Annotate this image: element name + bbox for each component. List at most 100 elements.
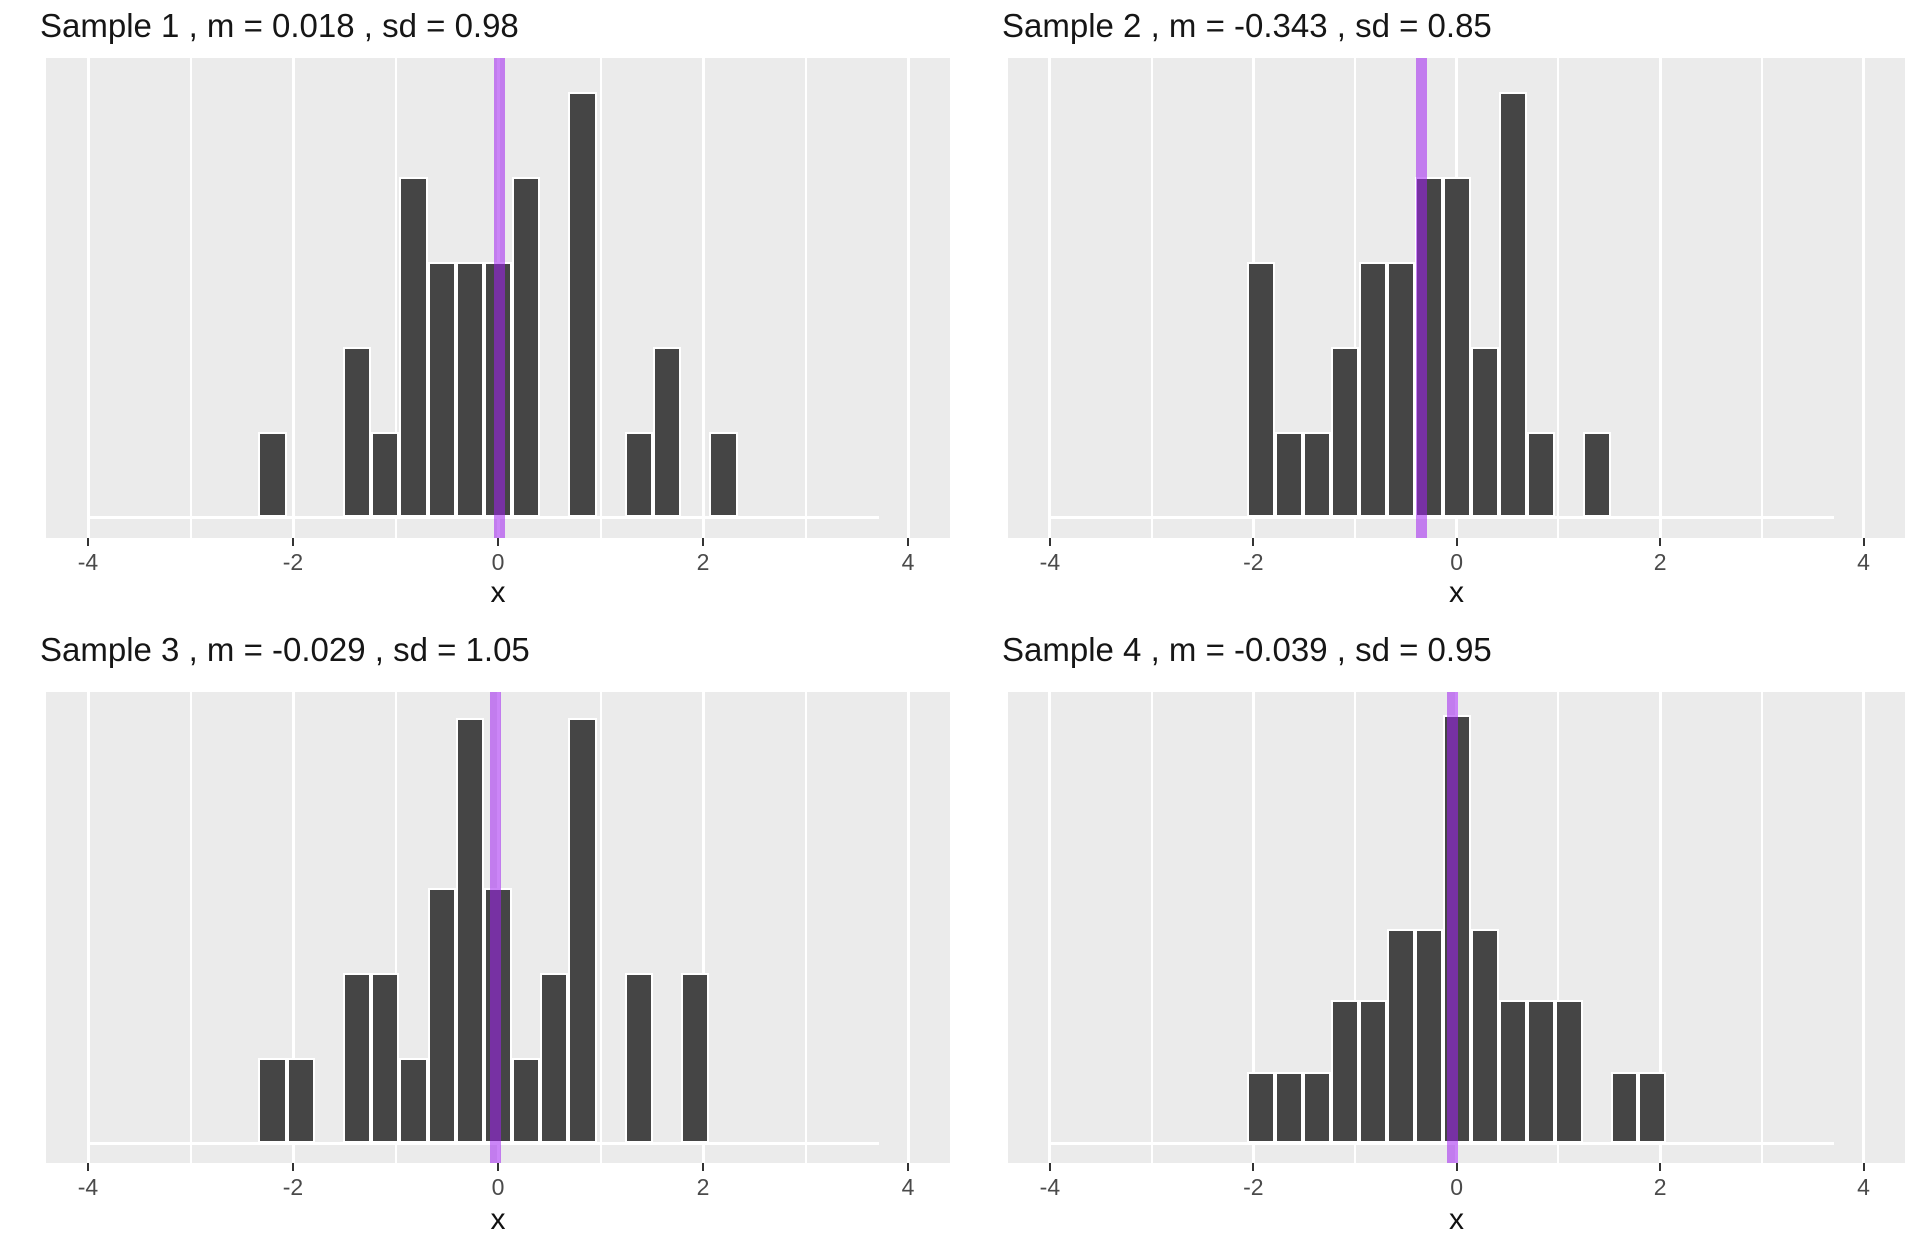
minor-gridline — [189, 692, 192, 1163]
x-axis-tick — [1659, 1163, 1662, 1171]
x-axis-tick — [702, 538, 704, 546]
mean-line — [494, 58, 506, 538]
histogram-bar — [1582, 432, 1611, 517]
x-axis-tick — [292, 538, 294, 546]
minor-gridline — [1760, 692, 1763, 1163]
x-axis-tick — [292, 1163, 294, 1171]
histogram-bar — [512, 177, 541, 517]
x-axis-tick-label: -4 — [77, 1174, 99, 1200]
x-axis-tick-label: -2 — [282, 549, 304, 575]
histogram-bar — [342, 347, 372, 517]
x-axis-tick — [702, 1163, 704, 1171]
zero-baseline — [89, 1141, 879, 1145]
x-axis-tick-label: 0 — [491, 1174, 505, 1200]
major-gridline — [86, 58, 90, 538]
histogram-bar — [1386, 262, 1415, 517]
mean-line — [1447, 692, 1459, 1163]
histogram-bar — [342, 973, 372, 1143]
x-axis-tick — [1455, 1163, 1458, 1171]
zero-baseline — [1051, 515, 1835, 519]
histogram-bar — [1358, 1000, 1387, 1143]
histogram-bar — [1526, 1000, 1555, 1143]
histogram-bar — [1358, 262, 1387, 517]
histogram-bar — [286, 1058, 315, 1143]
major-gridline — [1862, 58, 1865, 538]
histogram-bar — [455, 262, 484, 517]
histogram-bar — [258, 1058, 287, 1143]
major-gridline — [1658, 58, 1662, 538]
histogram-bar — [681, 973, 710, 1143]
histogram-bar — [427, 262, 456, 517]
histogram-bar — [1246, 262, 1275, 517]
minor-gridline — [804, 58, 807, 538]
x-axis-tick — [497, 538, 499, 546]
x-axis-tick-label: -2 — [282, 1174, 304, 1200]
histogram-bar — [568, 718, 597, 1143]
panel-title: Sample 2 , m = -0.343 , sd = 0.85 — [1002, 7, 1492, 44]
x-axis-tick-label: 0 — [1450, 549, 1464, 575]
histogram-bar — [1246, 1071, 1275, 1143]
major-gridline — [701, 58, 705, 538]
histogram-bar — [624, 973, 654, 1143]
histogram-bar — [1302, 1071, 1331, 1143]
x-axis-tick-label: -4 — [1039, 1174, 1061, 1200]
histogram-bar — [371, 973, 400, 1143]
x-axis-title: x — [1449, 576, 1464, 609]
histogram-bar — [1274, 1071, 1303, 1143]
x-axis-title: x — [1449, 1203, 1464, 1236]
x-axis-tick — [1252, 1163, 1255, 1171]
minor-gridline — [599, 58, 602, 538]
x-axis-tick — [907, 1163, 909, 1171]
x-axis-tick — [1455, 538, 1458, 546]
x-axis-tick-label: -4 — [1039, 549, 1061, 575]
histogram-bar — [1638, 1071, 1667, 1143]
major-gridline — [701, 692, 705, 1163]
minor-gridline — [189, 58, 192, 538]
histogram-bar — [1526, 432, 1555, 517]
histogram-bar — [1330, 1000, 1359, 1143]
histogram-bar — [1498, 1000, 1527, 1143]
histogram-bar — [624, 432, 654, 517]
x-axis-title: x — [490, 576, 506, 609]
histogram-bar — [540, 973, 569, 1143]
major-gridline — [1658, 692, 1662, 1163]
minor-gridline — [394, 692, 397, 1163]
x-axis-tick — [1048, 1163, 1051, 1171]
mean-line — [489, 692, 501, 1163]
histogram-bar — [1554, 1000, 1583, 1143]
histogram-bar — [512, 1058, 541, 1143]
x-axis-tick — [87, 538, 89, 546]
histogram-bar — [1330, 347, 1359, 517]
panel-title: Sample 1 , m = 0.018 , sd = 0.98 — [40, 7, 519, 44]
x-axis-tick-label: 2 — [696, 1174, 710, 1200]
major-gridline — [1251, 692, 1255, 1163]
x-axis-tick-label: 4 — [901, 549, 915, 575]
histogram-bar — [1414, 929, 1443, 1143]
histogram-bar — [371, 432, 400, 517]
major-gridline — [906, 58, 910, 538]
x-axis-tick-label: -4 — [77, 549, 99, 575]
x-axis-tick-label: -2 — [1243, 549, 1264, 575]
major-gridline — [291, 58, 295, 538]
histogram-bar — [399, 177, 428, 517]
minor-gridline — [1354, 58, 1356, 538]
x-axis-tick — [497, 1163, 499, 1171]
x-axis-tick — [1048, 538, 1051, 546]
zero-baseline — [1051, 1141, 1835, 1145]
x-axis-tick — [1252, 538, 1255, 546]
minor-gridline — [1150, 58, 1153, 538]
histogram-bar — [399, 1058, 428, 1143]
x-axis-tick — [1659, 538, 1662, 546]
histogram-bar — [1302, 432, 1331, 517]
minor-gridline — [599, 692, 602, 1163]
histogram-bar — [1386, 929, 1415, 1143]
major-gridline — [1862, 692, 1865, 1163]
minor-gridline — [1150, 692, 1153, 1163]
major-gridline — [1048, 58, 1052, 538]
x-axis-tick-label: 2 — [1653, 1174, 1667, 1200]
histogram-bar — [258, 432, 287, 517]
histogram-bar — [1470, 929, 1499, 1143]
x-axis-tick-label: -2 — [1243, 1174, 1264, 1200]
x-axis-tick-label: 4 — [1857, 549, 1870, 575]
